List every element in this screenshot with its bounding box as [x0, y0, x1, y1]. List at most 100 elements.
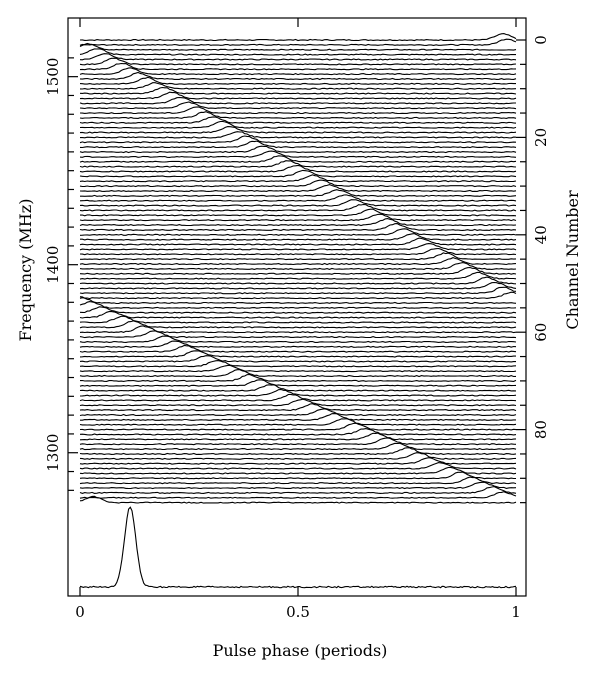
channel-trace-16 [79, 111, 517, 119]
frequency-axis-title: Frequency (MHz) [16, 199, 35, 342]
channel-trace-13 [79, 96, 516, 105]
channel-trace-41 [80, 233, 517, 241]
channel-trace-84 [79, 442, 517, 451]
channel-trace-24 [79, 150, 517, 158]
channel-trace-79 [79, 418, 517, 426]
channel-trace-74 [79, 393, 517, 402]
channel-trace-62 [79, 335, 517, 343]
channel-trace-64 [79, 344, 517, 353]
channel-trace-51 [79, 281, 517, 290]
channel-trace-21 [79, 135, 517, 144]
channel-trace-80 [79, 422, 517, 431]
channel-trace-36 [79, 208, 517, 217]
channel-trace-60 [79, 325, 517, 334]
channel-trace-48 [79, 266, 517, 275]
channel-trace-19 [79, 126, 517, 134]
channel-trace-55 [79, 301, 517, 309]
channel-trace-31 [79, 184, 517, 193]
channel-trace-33 [79, 194, 517, 202]
channel-trace-69 [79, 369, 517, 378]
channel-trace-39 [79, 223, 517, 231]
channel-trace-86 [79, 452, 517, 460]
channel-trace-57 [79, 311, 517, 319]
channel-trace-58 [79, 315, 517, 324]
channel-trace-82 [79, 432, 517, 441]
channel-trace-22 [79, 140, 517, 149]
channel-trace-7 [79, 67, 517, 76]
integrated-profile [79, 506, 517, 589]
channel-trace-85 [79, 447, 517, 455]
channel-trace-56 [79, 306, 517, 314]
channel-axis-ticks: 0 20 40 60 80 [516, 35, 550, 504]
channel-trace-47 [79, 262, 517, 270]
channel-trace-91 [79, 476, 517, 485]
channel-trace-17 [79, 116, 517, 124]
channel-trace-0 [79, 33, 517, 42]
channel-trace-30 [79, 179, 517, 188]
channel-trace-26 [79, 160, 517, 168]
x-tick-label: 0.5 [286, 603, 310, 621]
channel-trace-54 [79, 296, 517, 305]
channel-trace-2 [79, 42, 517, 51]
channel-trace-93 [79, 486, 517, 494]
channel-trace-87 [79, 457, 517, 465]
channel-trace-76 [79, 403, 517, 412]
channel-trace-4 [79, 53, 517, 61]
channel-trace-23 [79, 145, 517, 154]
channel-trace-20 [80, 131, 517, 139]
channel-trace-34 [79, 199, 517, 207]
channel-trace-46 [79, 257, 517, 266]
channel-trace-90 [79, 471, 516, 480]
channel-trace-11 [79, 86, 517, 95]
x-axis-title: Pulse phase (periods) [213, 641, 388, 660]
channel-trace-12 [79, 91, 517, 100]
channel-trace-63 [79, 340, 517, 348]
channel-trace-14 [79, 101, 517, 110]
channel-trace-81 [79, 428, 517, 436]
channel-tick-label: 0 [532, 35, 550, 45]
channel-trace-92 [79, 481, 517, 490]
channel-trace-71 [79, 379, 517, 387]
channel-trace-83 [79, 437, 517, 446]
frequency-tick-label: 1500 [44, 58, 62, 96]
frequency-tick-label: 1400 [44, 246, 62, 284]
channel-trace-3 [79, 48, 516, 56]
channel-trace-95 [79, 495, 517, 504]
channel-trace-15 [79, 106, 517, 115]
channel-trace-77 [79, 408, 517, 417]
channel-trace-67 [79, 360, 517, 368]
frequency-axis-ticks: 1500 1400 1300 [44, 57, 78, 491]
channel-trace-49 [79, 271, 517, 280]
channel-trace-66 [79, 355, 516, 363]
channel-trace-9 [79, 76, 516, 85]
channel-trace-38 [79, 218, 517, 227]
x-tick-label: 0 [75, 603, 85, 621]
channel-trace-94 [79, 491, 517, 499]
channel-tick-label: 40 [532, 225, 550, 244]
channel-trace-35 [79, 203, 517, 212]
channel-trace-32 [80, 189, 517, 197]
channel-trace-40 [79, 228, 517, 236]
channel-trace-52 [79, 286, 517, 295]
channel-trace-29 [79, 174, 517, 183]
channel-trace-27 [79, 164, 517, 173]
frequency-tick-label: 1300 [44, 434, 62, 472]
channel-trace-45 [80, 252, 517, 261]
channel-trace-50 [79, 276, 517, 285]
channel-trace-1 [79, 38, 517, 46]
channel-trace-28 [79, 169, 517, 178]
channel-trace-6 [79, 62, 517, 71]
channel-tick-label: 20 [532, 128, 550, 147]
channel-trace-72 [79, 384, 517, 392]
channel-trace-89 [79, 466, 517, 475]
channel-trace-18 [79, 120, 517, 129]
channel-trace-43 [79, 243, 517, 251]
channel-trace-44 [79, 247, 517, 256]
channel-trace-8 [79, 71, 517, 81]
integrated-profile-group [79, 506, 517, 589]
channel-trace-53 [79, 291, 517, 300]
channel-trace-75 [79, 398, 517, 407]
plot-frame [67, 17, 527, 597]
channel-trace-78 [80, 413, 516, 421]
